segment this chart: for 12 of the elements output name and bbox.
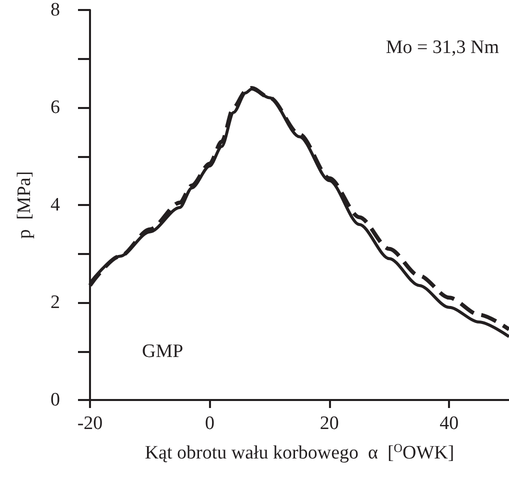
y-tick-label: 6 xyxy=(50,97,60,118)
x-tick-label: 40 xyxy=(440,413,459,434)
x-tick-label: -20 xyxy=(77,413,103,434)
y-tick-label: 2 xyxy=(50,292,60,313)
annotation: GMP xyxy=(142,341,184,362)
y-axis-title: p [MPa] xyxy=(14,171,35,239)
y-tick-label: 4 xyxy=(50,194,60,216)
y-tick-label: 8 xyxy=(50,0,60,20)
x-tick-label: 20 xyxy=(320,413,339,434)
x-tick-label: 0 xyxy=(204,413,214,434)
y-tick-label: 0 xyxy=(50,390,60,410)
annotation: Mo = 31,3 Nm xyxy=(386,37,500,58)
